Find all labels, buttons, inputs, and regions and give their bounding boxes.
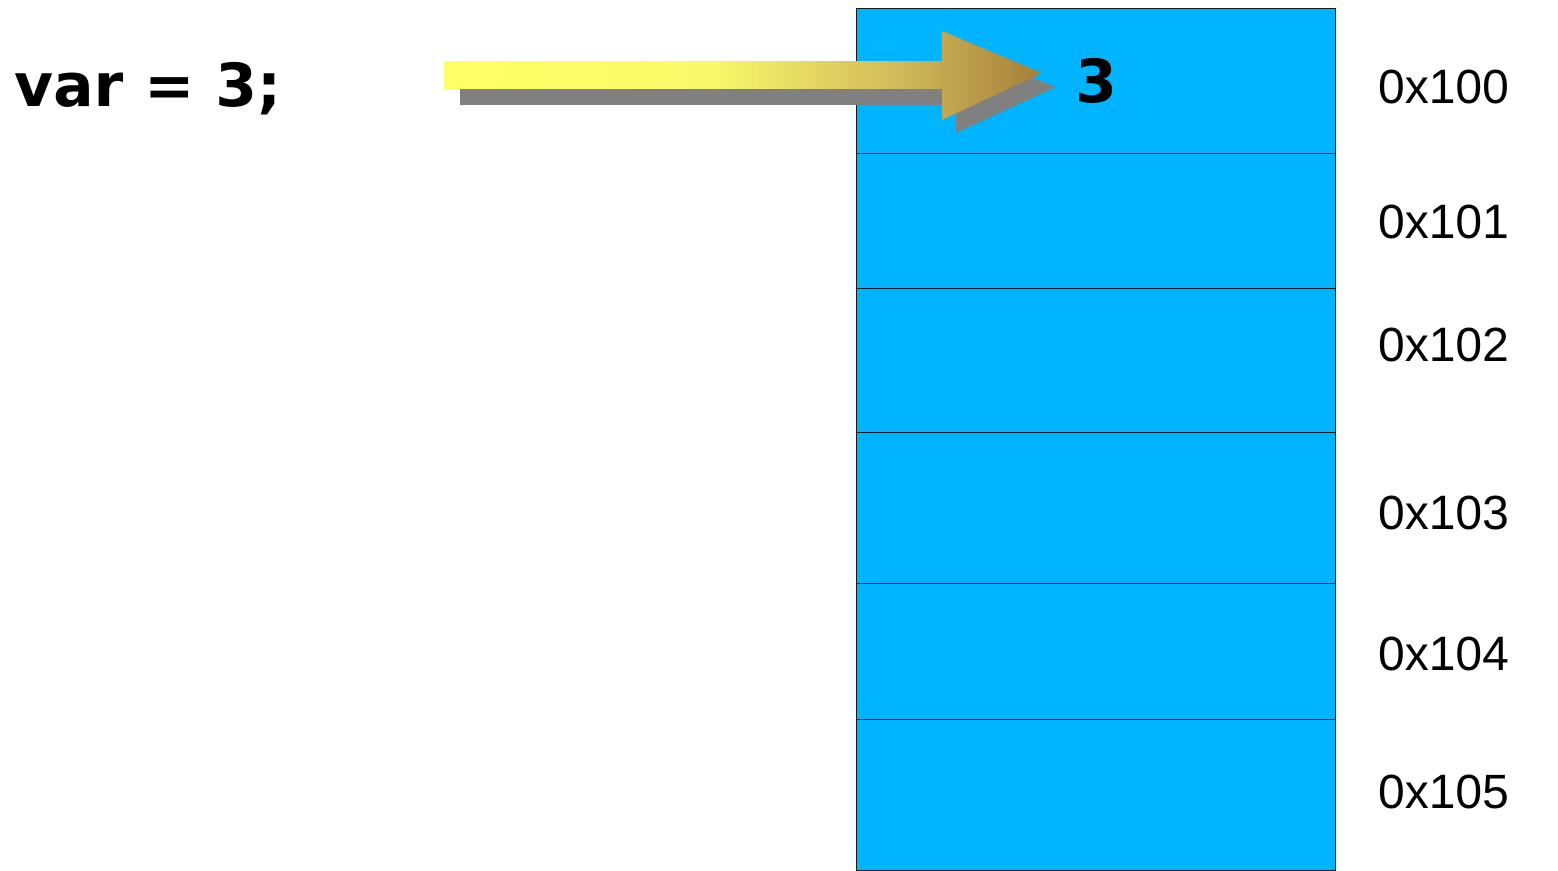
- address-label-2: 0x102: [1378, 319, 1509, 372]
- address-label-5: 0x105: [1378, 766, 1509, 819]
- memory-cell-2: [856, 288, 1336, 433]
- memory-cell-5: [856, 719, 1336, 871]
- memory-cell-0: 3: [856, 8, 1336, 154]
- code-statement: var = 3;: [14, 51, 281, 121]
- address-label-3: 0x103: [1378, 487, 1509, 540]
- memory-cell-value: 3: [1075, 47, 1117, 117]
- address-label-4: 0x104: [1378, 628, 1509, 681]
- address-label-1: 0x101: [1378, 196, 1509, 249]
- memory-cell-4: [856, 583, 1336, 720]
- address-label-0: 0x100: [1378, 61, 1509, 114]
- memory-block: 3: [856, 8, 1336, 871]
- memory-cell-1: [856, 153, 1336, 289]
- memory-cell-3: [856, 432, 1336, 584]
